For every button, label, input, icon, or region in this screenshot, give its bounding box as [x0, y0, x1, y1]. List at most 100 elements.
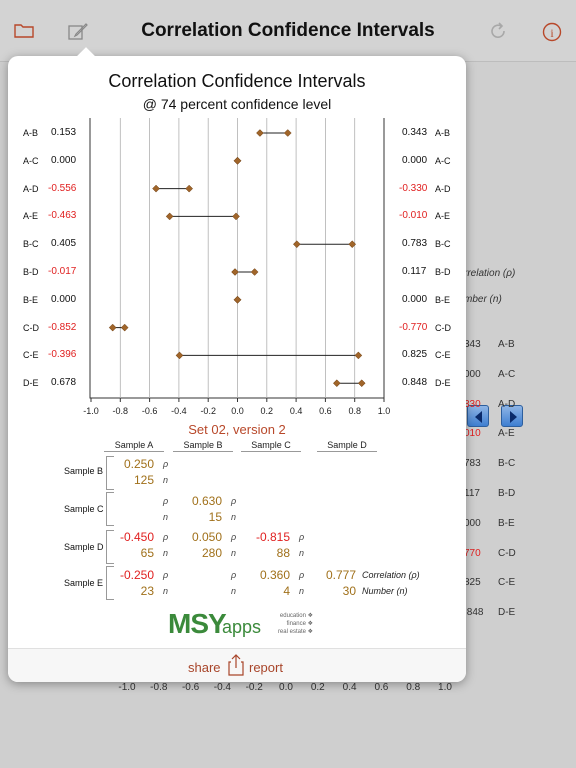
bg-row-value: .848: [464, 607, 484, 619]
bg-list-item: 330 A-D: [464, 399, 576, 413]
cell-e-d-n[interactable]: 30: [342, 584, 356, 598]
bg-row-value: 825: [464, 577, 481, 589]
bg-axis-tick: -0.4: [213, 682, 231, 693]
cell-b-a-n[interactable]: 125: [133, 473, 154, 487]
x-tick-label: -0.6: [142, 406, 158, 416]
pair-label-left: C-E: [23, 350, 39, 361]
share-button[interactable]: share: [188, 660, 221, 675]
refresh-icon[interactable]: [489, 22, 507, 45]
upper-bound-marker: [354, 351, 363, 360]
cell-d-b-n[interactable]: 280: [201, 546, 222, 560]
lower-bound-marker: [231, 268, 239, 276]
bg-list-item: .848 D-E: [464, 607, 576, 621]
row-label-sample-d: Sample D: [64, 542, 104, 552]
upper-bound-marker: [233, 156, 242, 165]
bg-axis-tick: -0.2: [245, 682, 263, 693]
row-bracket: [106, 456, 114, 490]
lower-bound-value: 0.678: [51, 377, 77, 389]
n-symbol: n: [163, 475, 169, 485]
bg-row-value: 010: [464, 428, 481, 440]
next-arrow-button[interactable]: [501, 405, 523, 427]
lower-bound-marker: [152, 184, 160, 193]
lower-bound-value: -0.017: [48, 266, 77, 277]
bg-row-label: D-E: [498, 607, 516, 619]
x-tick-label: -0.8: [113, 406, 129, 416]
svg-text:i: i: [550, 26, 554, 40]
lower-bound-value: 0.153: [51, 127, 77, 138]
column-header-sample-a: Sample A: [104, 440, 164, 452]
cell-d-c-n[interactable]: 88: [276, 546, 290, 560]
row-label-sample-e: Sample E: [64, 578, 104, 588]
cell-d-a-n[interactable]: 65: [140, 546, 154, 560]
cell-e-a-n[interactable]: 23: [140, 584, 154, 598]
upper-bound-marker: [185, 184, 194, 193]
bg-axis-tick: 0.6: [374, 682, 389, 693]
previous-arrow-button[interactable]: [467, 405, 489, 427]
cell-e-c-n[interactable]: 4: [283, 584, 290, 598]
n-symbol: n: [163, 586, 169, 596]
n-symbol: n: [299, 548, 305, 558]
upper-bound-marker: [283, 129, 292, 137]
bg-list-item: 010 A-E: [464, 428, 576, 442]
bg-list-item: 000 A-C: [464, 369, 576, 383]
bg-list-item: 000 B-E: [464, 518, 576, 532]
rho-symbol: ρ: [163, 459, 169, 469]
cell-c-b-rho[interactable]: 0.630: [191, 494, 222, 508]
bg-correlation-label: rrelation (ρ): [464, 268, 516, 279]
upper-bound-value: -0.010: [399, 210, 428, 222]
x-tick-label: 0.0: [231, 406, 244, 416]
pair-label-left: C-D: [23, 322, 39, 333]
rho-symbol: ρ: [163, 532, 169, 542]
bg-row-label: A-D: [498, 398, 516, 410]
cell-d-a-rho[interactable]: -0.450: [119, 530, 154, 544]
upper-bound-marker: [232, 212, 240, 221]
folder-icon[interactable]: [14, 22, 34, 43]
row-label-sample-c: Sample C: [64, 504, 104, 514]
bg-list-item: 117 B-D: [464, 488, 576, 502]
report-button[interactable]: report: [249, 660, 283, 675]
bg-number-label: mber (n): [464, 294, 502, 305]
arrow-right-icon: [510, 411, 517, 423]
x-tick-label: -1.0: [83, 406, 99, 416]
bg-axis-tick: 1.0: [438, 682, 452, 693]
pair-label-left: B-E: [23, 294, 39, 305]
bg-row-value: 783: [464, 458, 481, 470]
share-icon[interactable]: [228, 654, 244, 681]
rho-symbol: ρ: [299, 570, 305, 580]
cell-e-d-rho[interactable]: 0.777: [325, 568, 356, 582]
results-popover: Correlation Confidence Intervals @ 74 pe…: [8, 47, 466, 682]
pair-label-right: A-C: [435, 155, 451, 166]
bg-axis-tick: 0.2: [310, 682, 325, 693]
bg-row-label: B-E: [498, 517, 515, 529]
bg-row-value: 770: [464, 547, 481, 559]
n-symbol: n: [299, 586, 305, 596]
upper-bound-marker: [120, 323, 129, 332]
cell-e-c-rho[interactable]: 0.360: [259, 568, 290, 582]
cell-b-a-rho[interactable]: 0.250: [123, 457, 154, 471]
cell-d-c-rho[interactable]: -0.815: [255, 530, 290, 544]
lower-bound-value: -0.556: [48, 182, 77, 194]
lower-bound-value: -0.852: [48, 321, 77, 333]
pair-label-right: C-D: [435, 322, 451, 333]
rho-symbol: ρ: [163, 570, 169, 580]
bg-axis-tick: 0.0: [279, 682, 293, 693]
pair-label-left: A-C: [23, 155, 39, 166]
x-tick-label: 0.4: [290, 406, 303, 416]
x-tick-label: 0.6: [319, 406, 332, 416]
upper-bound-value: -0.770: [399, 321, 428, 333]
n-symbol: n: [163, 512, 169, 522]
bg-row-value: 343: [464, 339, 481, 350]
pair-label-left: B-D: [23, 267, 39, 277]
bg-list-item: 825 C-E: [464, 577, 576, 591]
pair-label-left: A-B: [23, 128, 39, 138]
lower-bound-marker: [165, 212, 174, 221]
cell-d-b-rho[interactable]: 0.050: [191, 530, 222, 544]
upper-bound-marker: [233, 295, 242, 304]
lower-bound-value: 0.000: [51, 154, 77, 166]
n-symbol: n: [231, 512, 237, 522]
cell-e-a-rho[interactable]: -0.250: [119, 568, 154, 582]
edit-icon[interactable]: [68, 22, 88, 45]
info-icon[interactable]: i: [542, 22, 562, 47]
n-symbol: n: [231, 586, 237, 596]
cell-c-b-n[interactable]: 15: [208, 510, 222, 524]
